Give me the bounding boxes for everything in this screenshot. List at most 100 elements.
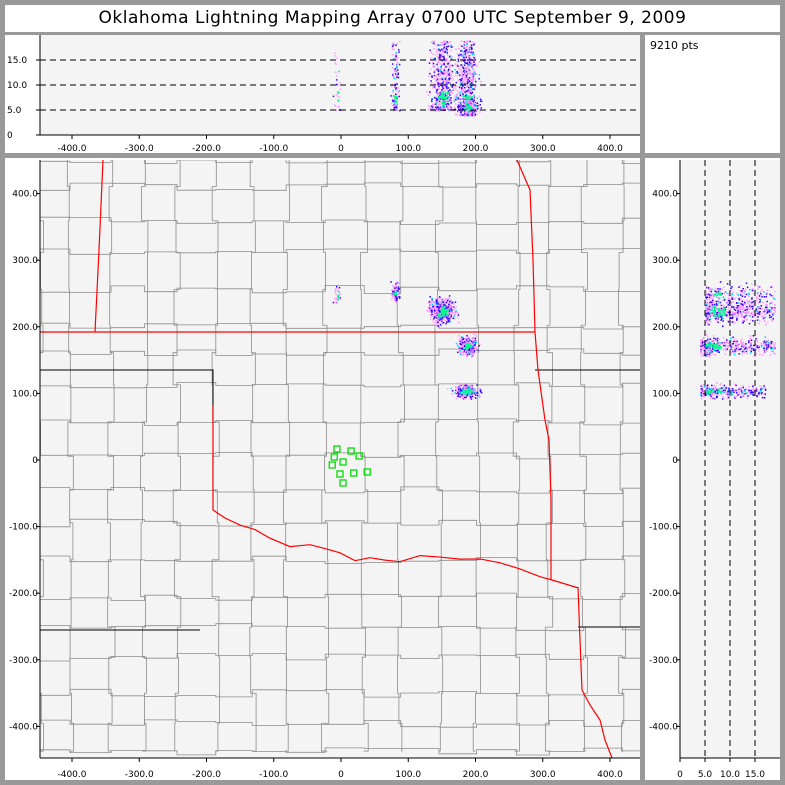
lightning-source [446, 299, 449, 302]
lightning-source-dense [337, 294, 340, 297]
lightning-source [444, 61, 446, 63]
lightning-source [433, 78, 435, 80]
lightning-source [745, 347, 747, 350]
lightning-source [438, 297, 440, 299]
lightning-source [436, 91, 439, 94]
lightning-source [430, 316, 433, 318]
lightning-source [430, 105, 433, 108]
lightning-source [474, 113, 476, 115]
lightning-source [465, 385, 468, 388]
lightning-source [768, 309, 771, 311]
lightning-source [470, 394, 472, 396]
lightning-source [711, 293, 713, 295]
lightning-source [744, 393, 746, 395]
lightning-source [470, 100, 473, 102]
lightning-source [469, 91, 471, 93]
lightning-source [457, 110, 459, 112]
tick-label: 200.0 [463, 770, 489, 780]
lightning-source [717, 290, 720, 293]
lightning-source [446, 43, 449, 45]
lightning-source [339, 88, 342, 90]
lightning-source [393, 108, 395, 111]
lightning-source [397, 73, 399, 76]
lightning-source [470, 84, 472, 87]
lightning-source [433, 323, 436, 326]
lightning-source [396, 90, 398, 92]
tick-label: 15.0 [7, 56, 27, 66]
lightning-source [438, 85, 440, 88]
lightning-source [711, 298, 714, 300]
lightning-source [727, 395, 729, 398]
lightning-source [461, 105, 464, 108]
lightning-source-dense [720, 313, 723, 316]
lightning-source [758, 307, 760, 309]
lightning-source [467, 67, 470, 69]
lightning-source [765, 306, 767, 309]
lightning-source [431, 61, 434, 64]
lightning-source [469, 397, 471, 399]
lightning-source-dense [443, 306, 446, 309]
lightning-source [458, 393, 460, 395]
county-line [40, 382, 640, 389]
lightning-source [706, 388, 708, 390]
lightning-source [443, 69, 446, 71]
lightning-source [716, 339, 719, 342]
lightning-source [764, 344, 766, 346]
lightning-source [709, 309, 711, 311]
lightning-source [394, 104, 396, 106]
lightning-source [725, 348, 727, 350]
lightning-map [332, 281, 483, 400]
lightning-source [445, 322, 447, 325]
lightning-source [752, 335, 755, 337]
lightning-source [741, 344, 743, 346]
lightning-source [437, 97, 439, 100]
lightning-source [468, 352, 470, 354]
lightning-source [449, 74, 452, 76]
lightning-source [396, 42, 398, 45]
lightning-source [741, 342, 743, 344]
lightning-source [441, 42, 444, 44]
lightning-source [460, 104, 462, 106]
lightning-source [757, 312, 760, 314]
lightning-source [734, 345, 736, 348]
lightning-source [434, 69, 437, 71]
lightning-source [436, 323, 439, 326]
lightning-source-dense [463, 390, 466, 393]
lightning-source [395, 88, 397, 90]
lightning-source [763, 340, 766, 342]
lightning-source [396, 76, 398, 79]
lightning-source [434, 311, 436, 314]
lightning-source [440, 96, 442, 99]
lightning-source [451, 85, 454, 87]
lightning-source [449, 81, 451, 83]
lightning-source [700, 343, 702, 346]
lightning-source [441, 298, 444, 301]
lightning-source [744, 289, 746, 292]
lightning-source [474, 104, 476, 107]
lightning-source [440, 93, 443, 95]
lightning-source [438, 95, 441, 97]
lightning-source [467, 90, 469, 92]
lightning-source [730, 344, 733, 346]
lightning-source [430, 309, 432, 311]
lightning-source [442, 51, 445, 53]
county-line [40, 248, 640, 255]
lightning-source [766, 309, 768, 312]
lightning-source [446, 81, 448, 83]
lightning-source [472, 391, 475, 394]
lightning-source [454, 63, 457, 65]
lightning-source [706, 333, 708, 336]
lightning-source [769, 293, 771, 296]
lightning-source [441, 62, 444, 64]
lightning-source [437, 79, 439, 82]
lightning-source [440, 82, 442, 85]
lightning-source [459, 386, 461, 389]
lightning-source [449, 91, 451, 94]
lightning-source [458, 386, 460, 388]
lightning-source [474, 348, 476, 350]
lightning-source [732, 306, 735, 308]
lightning-source [467, 54, 470, 57]
lightning-source [460, 345, 462, 347]
lightning-source [469, 40, 471, 43]
lightning-source [447, 65, 449, 67]
